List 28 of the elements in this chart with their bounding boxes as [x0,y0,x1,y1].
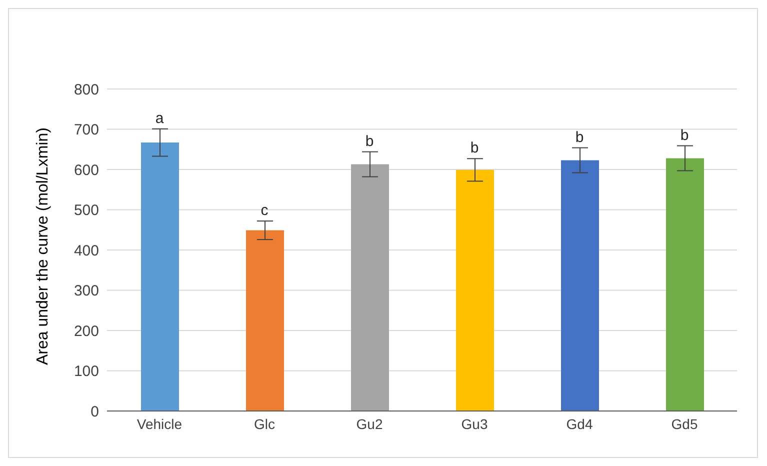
y-tick-label: 300 [74,282,99,300]
bar [561,160,599,411]
bar [456,170,494,411]
y-tick-label: 400 [74,242,99,260]
annotation: b [680,126,689,144]
annotation: b [365,132,374,150]
bar [141,142,179,411]
annotation: b [470,140,479,157]
x-tick-label: Gu3 [461,416,488,432]
y-tick-label: 600 [74,162,99,179]
y-tick-label: 700 [74,122,99,139]
annotation: c [260,202,269,220]
bar [246,230,284,411]
x-tick-label: Gu2 [356,416,383,432]
x-tick-label: Vehicle [136,416,182,432]
y-tick-label: 500 [74,202,99,220]
bar [351,164,389,411]
bar [666,158,704,411]
annotation: b [575,128,584,146]
y-tick-label: 100 [74,363,99,380]
annotation: a [155,110,164,127]
x-tick-label: Gd5 [671,416,698,432]
x-tick-label: Gd4 [566,416,593,432]
y-tick-label: 200 [74,322,99,340]
x-tick-label: Glc [254,416,275,432]
y-tick-label: 800 [74,81,99,98]
y-axis-title: Area under the curve (mol/Lxmin) [34,128,52,365]
y-tick-label: 0 [90,403,99,420]
